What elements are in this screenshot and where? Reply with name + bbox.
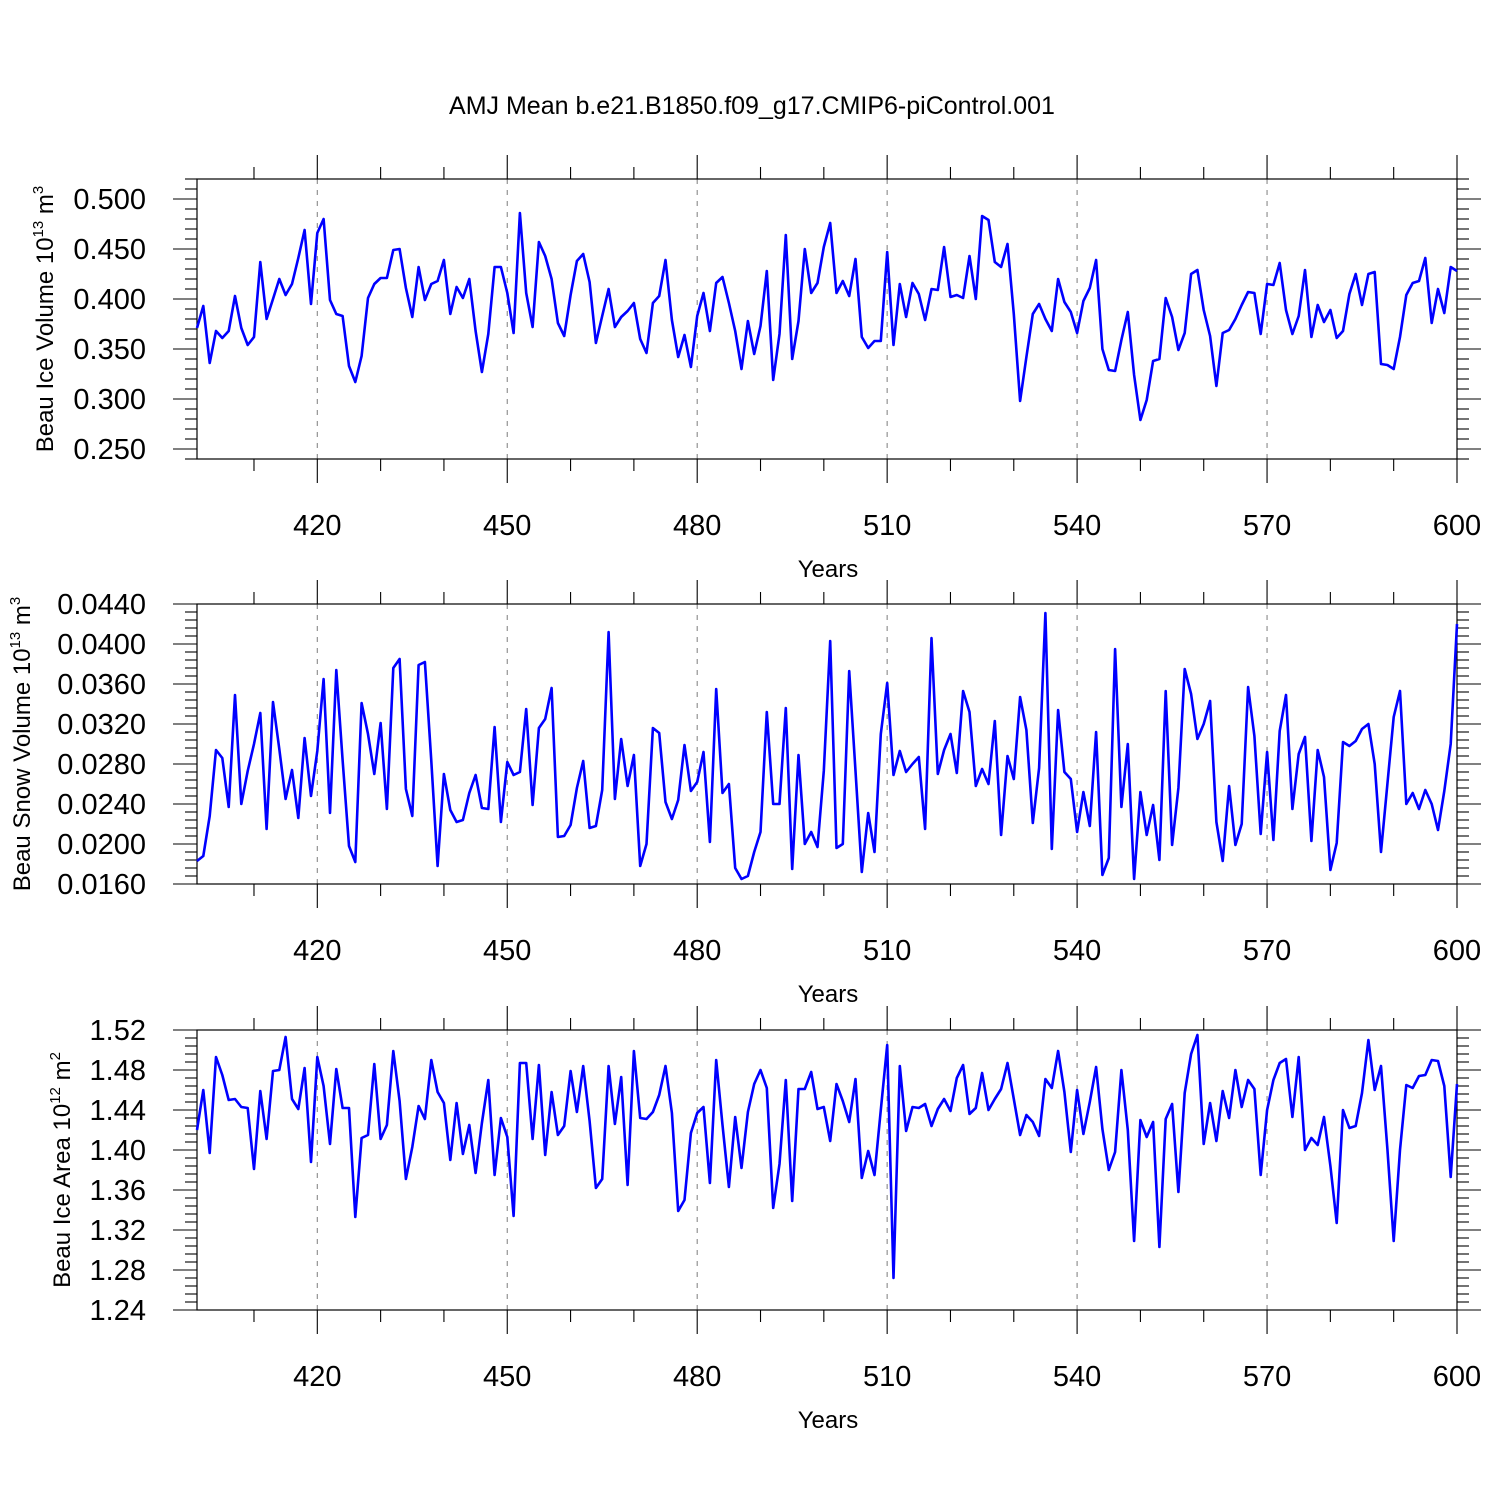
y-axis-ticks [173, 1029, 1481, 1311]
x-tick-label: 600 [1433, 510, 1481, 542]
y-axis-ticks [173, 178, 1481, 460]
x-tick-label: 450 [483, 1361, 531, 1393]
y-tick-label: 0.0200 [57, 829, 146, 861]
x-tick-label: 540 [1053, 935, 1101, 967]
x-axis-label: Years [798, 981, 859, 1008]
x-tick-label: 480 [673, 1361, 721, 1393]
x-tick-label: 570 [1243, 510, 1291, 542]
x-tick-label: 480 [673, 935, 721, 967]
x-tick-label: 450 [483, 510, 531, 542]
x-tick-label: 420 [293, 510, 341, 542]
y-tick-label: 0.300 [73, 384, 146, 416]
y-tick-label: 1.40 [90, 1135, 146, 1167]
x-tick-label: 570 [1243, 1361, 1291, 1393]
y-tick-label: 0.0280 [57, 749, 146, 781]
y-tick-label: 1.36 [90, 1175, 146, 1207]
y-axis-label: Beau Ice Volume 1013 m3 [30, 186, 59, 453]
y-axis-label: Beau Ice Area 1012 m2 [47, 1052, 76, 1288]
x-axis-ticks [253, 1006, 1458, 1334]
series-line [196, 611, 1459, 881]
x-tick-label: 600 [1433, 935, 1481, 967]
y-tick-label: 1.32 [90, 1215, 146, 1247]
y-tick-label: 0.0160 [57, 869, 146, 901]
y-tick-label: 0.500 [73, 184, 146, 216]
x-axis-ticks [253, 155, 1458, 483]
x-tick-label: 570 [1243, 935, 1291, 967]
y-tick-label: 1.24 [90, 1295, 146, 1327]
y-tick-label: 0.0320 [57, 709, 146, 741]
panels: 0.250 0.300 0.350 0.400 0.450 0.500 420 450 480 5… [7, 155, 1481, 1434]
x-tick-label: 510 [863, 510, 911, 542]
x-tick-label: 540 [1053, 510, 1101, 542]
plot-frame [196, 603, 1458, 885]
x-axis-ticks [253, 580, 1458, 908]
y-tick-label: 0.0360 [57, 669, 146, 701]
x-tick-label: 600 [1433, 1361, 1481, 1393]
x-tick-label: 420 [293, 935, 341, 967]
series-line [195, 1033, 1459, 1280]
panel-3: 1.24 1.28 1.32 1.36 1.40 1.44 1.48 1.52 420 450 48… [47, 1006, 1481, 1434]
x-tick-label: 450 [483, 935, 531, 967]
x-tick-label: 480 [673, 510, 721, 542]
y-tick-label: 1.28 [90, 1255, 146, 1287]
x-tick-label: 510 [863, 1361, 911, 1393]
y-tick-label: 0.0400 [57, 629, 146, 661]
panel-2: 0.0160 0.0200 0.0240 0.0280 0.0320 0.0360 0.04… [7, 580, 1481, 1008]
x-axis-label: Years [798, 1407, 859, 1434]
y-tick-label: 1.52 [90, 1015, 146, 1047]
y-tick-label: 0.350 [73, 334, 146, 366]
y-tick-label: 0.400 [73, 284, 146, 316]
y-tick-label: 1.48 [90, 1055, 146, 1087]
x-tick-label: 510 [863, 935, 911, 967]
x-axis-label: Years [798, 556, 859, 583]
chart-title: AMJ Mean b.e21.B1850.f09_g17.CMIP6-piCon… [449, 92, 1055, 120]
y-axis-label: Beau Snow Volume 1013 m3 [7, 597, 36, 892]
y-tick-label: 0.250 [73, 434, 146, 466]
y-axis-ticks [173, 603, 1481, 885]
y-tick-label: 0.0240 [57, 789, 146, 821]
x-tick-label: 420 [293, 1361, 341, 1393]
y-tick-label: 1.44 [90, 1095, 146, 1127]
series-line [195, 211, 1458, 422]
plot-frame [196, 178, 1458, 460]
plot-frame [196, 1029, 1458, 1311]
x-tick-label: 540 [1053, 1361, 1101, 1393]
y-tick-label: 0.0440 [57, 589, 146, 621]
y-tick-label: 0.450 [73, 234, 146, 266]
panel-1: 0.250 0.300 0.350 0.400 0.450 0.500 420 450 480 5… [30, 155, 1481, 583]
